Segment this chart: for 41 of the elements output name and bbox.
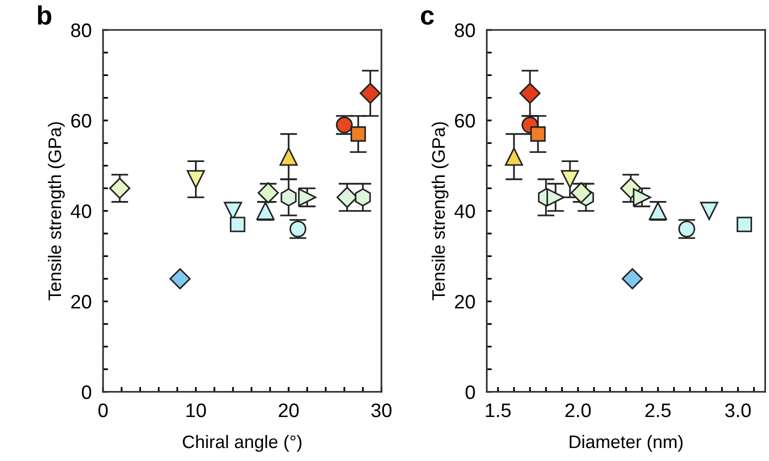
x-tick-label: 20 bbox=[278, 403, 299, 418]
chart-title: b bbox=[38, 5, 52, 25]
point bbox=[109, 178, 130, 199]
chart-title: c bbox=[420, 10, 434, 25]
point bbox=[280, 188, 297, 206]
x-axis-title: Chiral angle (°) bbox=[182, 434, 302, 452]
x-tick-label: 10 bbox=[186, 403, 206, 418]
y-tick-label: 60 bbox=[71, 114, 92, 128]
x-tick-label: 3.0 bbox=[725, 403, 751, 418]
point bbox=[546, 188, 565, 206]
point bbox=[280, 148, 298, 166]
point bbox=[530, 126, 546, 142]
point bbox=[736, 216, 752, 232]
x-tick-label: 2.0 bbox=[565, 403, 591, 418]
point bbox=[560, 170, 580, 188]
x-tick-label: 2.5 bbox=[645, 403, 671, 418]
point bbox=[186, 170, 205, 188]
y-tick-label: 20 bbox=[71, 294, 92, 309]
y-tick-label: 80 bbox=[71, 23, 92, 38]
y-tick-label: 40 bbox=[70, 204, 92, 218]
y-tick-label: 0 bbox=[466, 385, 475, 400]
y-axis-title: Tensile strength (GPa) bbox=[48, 122, 65, 300]
point bbox=[230, 216, 246, 232]
point bbox=[350, 126, 366, 142]
y-axis-title: Tensile strength (GPa) bbox=[432, 122, 448, 300]
y-tick-label: 0 bbox=[82, 385, 92, 400]
x-tick-label: 1.5 bbox=[486, 404, 511, 418]
point bbox=[622, 268, 643, 290]
point bbox=[504, 148, 524, 166]
point bbox=[354, 188, 371, 206]
point bbox=[519, 82, 541, 104]
y-tick-label: 40 bbox=[454, 204, 475, 218]
point bbox=[169, 268, 191, 290]
point bbox=[360, 82, 381, 104]
point bbox=[700, 202, 718, 220]
x-tick-label: 0 bbox=[98, 403, 108, 418]
y-tick-label: 80 bbox=[454, 23, 475, 38]
x-tick-label: 30 bbox=[371, 403, 392, 418]
x-axis-title: Diameter (nm) bbox=[570, 434, 683, 452]
y-tick-label: 20 bbox=[455, 294, 475, 309]
y-tick-label: 60 bbox=[455, 114, 475, 128]
